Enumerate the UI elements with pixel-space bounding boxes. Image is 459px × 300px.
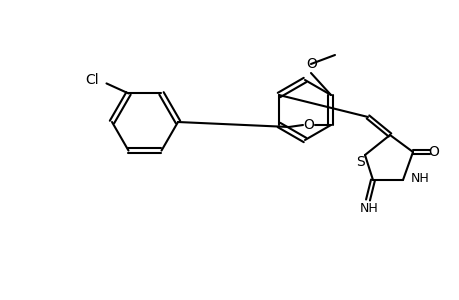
Text: NH: NH — [410, 172, 429, 185]
Text: O: O — [428, 145, 438, 159]
Text: O: O — [306, 57, 317, 71]
Text: Cl: Cl — [85, 74, 98, 87]
Text: O: O — [303, 118, 314, 132]
Text: NH: NH — [359, 202, 378, 215]
Text: S: S — [356, 155, 364, 169]
